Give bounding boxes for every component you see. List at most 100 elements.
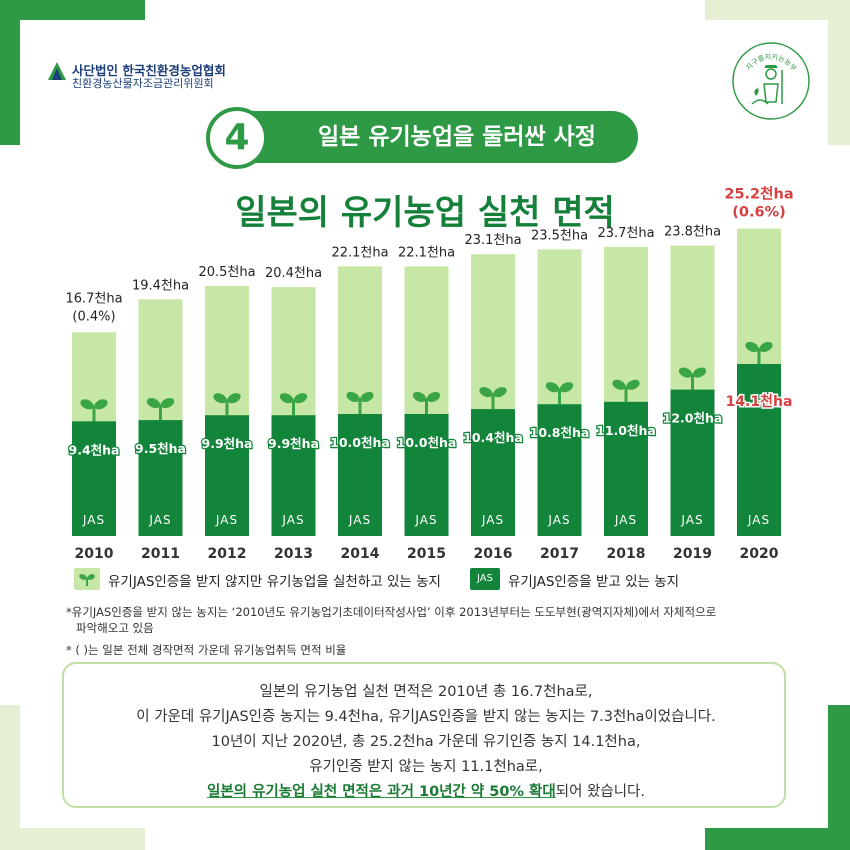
sprout-leaf-left-2014	[346, 391, 360, 403]
jas-badge-2011: JAS	[148, 513, 171, 527]
certified-value-label-2016: 10.4천ha	[463, 430, 523, 445]
total-value-label-2017: 23.5천ha	[531, 228, 588, 243]
sprout-leaf-left-2012	[213, 393, 227, 404]
certified-value-label-2011: 9.5천ha	[135, 441, 186, 456]
bar-certified-2013	[271, 415, 316, 536]
bar-certified-2016	[471, 409, 515, 536]
jas-badge-2019: JAS	[680, 513, 703, 527]
year-tick-label-2020: 2020	[740, 546, 779, 562]
sprout-leaf-right-2017	[559, 382, 574, 393]
jas-badge-2014: JAS	[348, 513, 371, 527]
summary-highlight: 일본의 유기농업 실천 면적은 과거 10년간 약 50% 확대	[207, 784, 556, 800]
sprout-leaf-left-2017	[545, 382, 560, 393]
sprout-leaf-right-2014	[360, 391, 374, 403]
bar-certified-2017	[537, 404, 582, 536]
bar-certified-2010	[72, 421, 116, 536]
legend-swatch-uncertified	[74, 568, 100, 590]
certified-value-label-2017: 10.8천ha	[530, 425, 590, 440]
year-tick-label-2019: 2019	[673, 546, 712, 562]
section-title: 일본 유기농업을 둘러싼 사정	[318, 124, 596, 150]
sprout-leaf-left-2015	[412, 391, 427, 403]
summary-line-4: 유기인증 받지 않는 농지 11.1천ha로,	[309, 759, 543, 775]
total-value-label-2018: 23.7천ha	[597, 226, 654, 241]
org-subname: 친환경농산물자조금관리위원회	[72, 77, 214, 90]
year-tick-label-2017: 2017	[540, 546, 579, 562]
bar-certified-2019	[670, 389, 715, 536]
jas-badge-2012: JAS	[215, 513, 238, 527]
share-label-2020: (0.6%)	[732, 205, 785, 221]
bar-certified-2011	[138, 420, 183, 536]
jas-badge-2017: JAS	[547, 513, 570, 527]
sprout-leaf-right-2020	[759, 341, 773, 353]
certified-value-label-2014: 10.0천ha	[330, 435, 390, 450]
sprout-leaf-right-2018	[626, 379, 640, 390]
certified-value-label-2012: 9.9천ha	[202, 436, 253, 451]
footnote-1-line1: *유기JAS인증을 받지 않는 농지는 ‘2010년도 유기농업기초데이터작성사…	[66, 605, 717, 619]
sprout-leaf-left-2013	[279, 393, 294, 404]
year-tick-label-2012: 2012	[208, 546, 247, 562]
certified-value-label-2013: 9.9천ha	[268, 436, 319, 451]
total-value-label-2019: 23.8천ha	[664, 225, 721, 240]
certified-value-label-2019: 12.0천ha	[663, 411, 723, 426]
total-value-label-2014: 22.1천ha	[331, 245, 388, 260]
association-logo-icon	[48, 62, 66, 80]
bar-certified-2014	[338, 414, 382, 536]
legend-label-certified: 유기JAS인증을 받고 있는 농지	[508, 574, 680, 590]
legend-swatch-certified: JAS	[470, 568, 500, 590]
certified-value-label-2010: 9.4천ha	[69, 442, 120, 457]
summary-line-2: 이 가운데 유기JAS인증 농지는 9.4천ha, 유기JAS인증을 받지 않는…	[136, 709, 716, 725]
total-value-label-2020: 25.2천ha	[724, 186, 793, 203]
org-name: 사단법인 한국친환경농업협회	[72, 63, 226, 78]
total-value-label-2013: 20.4천ha	[265, 266, 322, 281]
summary-line-1: 일본의 유기농업 실천 면적은 2010년 총 16.7천ha로,	[259, 684, 593, 700]
sprout-leaf-left-2010	[80, 399, 94, 410]
total-value-label-2011: 19.4천ha	[132, 278, 189, 293]
summary-line-5: 일본의 유기농업 실천 면적은 과거 10년간 약 50% 확대되어 왔습니다.	[64, 780, 788, 801]
jas-badge-2020: JAS	[747, 513, 770, 527]
jas-badge-2018: JAS	[614, 513, 637, 527]
sprout-leaf-left-2020	[745, 341, 759, 353]
certified-value-label-2015: 10.0천ha	[397, 435, 457, 450]
summary-box: 일본의 유기농업 실천 면적은 2010년 총 16.7천ha로, 이 가운데 …	[62, 662, 786, 808]
jas-badge-2010: JAS	[82, 513, 105, 527]
share-label-2010: (0.4%)	[72, 309, 115, 324]
year-tick-label-2011: 2011	[141, 546, 180, 562]
total-value-label-2016: 23.1천ha	[464, 233, 521, 248]
total-value-label-2015: 22.1천ha	[398, 245, 455, 260]
sprout-leaf-left-2016	[479, 387, 493, 398]
sprout-leaf-right-2013	[293, 393, 308, 404]
bar-certified-2020	[737, 363, 781, 536]
summary-line-5-rest: 되어 왔습니다.	[555, 784, 645, 800]
certified-value-label-2020: 14.1천ha	[726, 394, 793, 410]
sprout-leaf-right-2010	[94, 399, 108, 410]
footnote-1-line2: 파악해오고 있음	[76, 621, 154, 635]
jas-badge-2013: JAS	[281, 513, 304, 527]
year-tick-label-2015: 2015	[407, 546, 446, 562]
section-banner	[218, 111, 638, 163]
summary-line-3: 10년이 지난 2020년, 총 25.2천ha 가운데 유기인증 농지 14.…	[211, 734, 641, 750]
jas-badge-2016: JAS	[481, 513, 504, 527]
sprout-leaf-left-2018	[612, 379, 626, 390]
sprout-leaf-left-2011	[146, 398, 161, 409]
total-value-label-2012: 20.5천ha	[198, 265, 255, 280]
chart-title: 일본의 유기농업 실천 면적	[235, 193, 615, 233]
certified-value-label-2018: 11.0천ha	[596, 423, 656, 438]
sprout-leaf-right-2015	[426, 391, 441, 403]
section-number: 4	[206, 107, 268, 169]
farmer-emblem-icon: 지구를지키는농부	[732, 42, 810, 120]
total-value-label-2010: 16.7천ha	[65, 291, 122, 306]
bar-certified-2018	[604, 401, 648, 536]
sprout-leaf-right-2019	[692, 367, 707, 378]
year-tick-label-2010: 2010	[75, 546, 114, 562]
legend-label-uncertified: 유기JAS인증을 받지 않지만 유기농업을 실천하고 있는 농지	[108, 574, 441, 590]
sprout-leaf-right-2011	[160, 398, 175, 409]
jas-badge-2015: JAS	[414, 513, 437, 527]
year-tick-label-2013: 2013	[274, 546, 313, 562]
sprout-leaf-right-2016	[493, 387, 507, 398]
bar-certified-2012	[205, 415, 249, 536]
sprout-leaf-left-2019	[678, 367, 693, 378]
year-tick-label-2016: 2016	[474, 546, 513, 562]
bar-certified-2015	[404, 414, 449, 536]
footnote-2: * ( )는 일본 전체 경작면적 가운데 유기농업취득 면적 비율	[66, 643, 347, 657]
